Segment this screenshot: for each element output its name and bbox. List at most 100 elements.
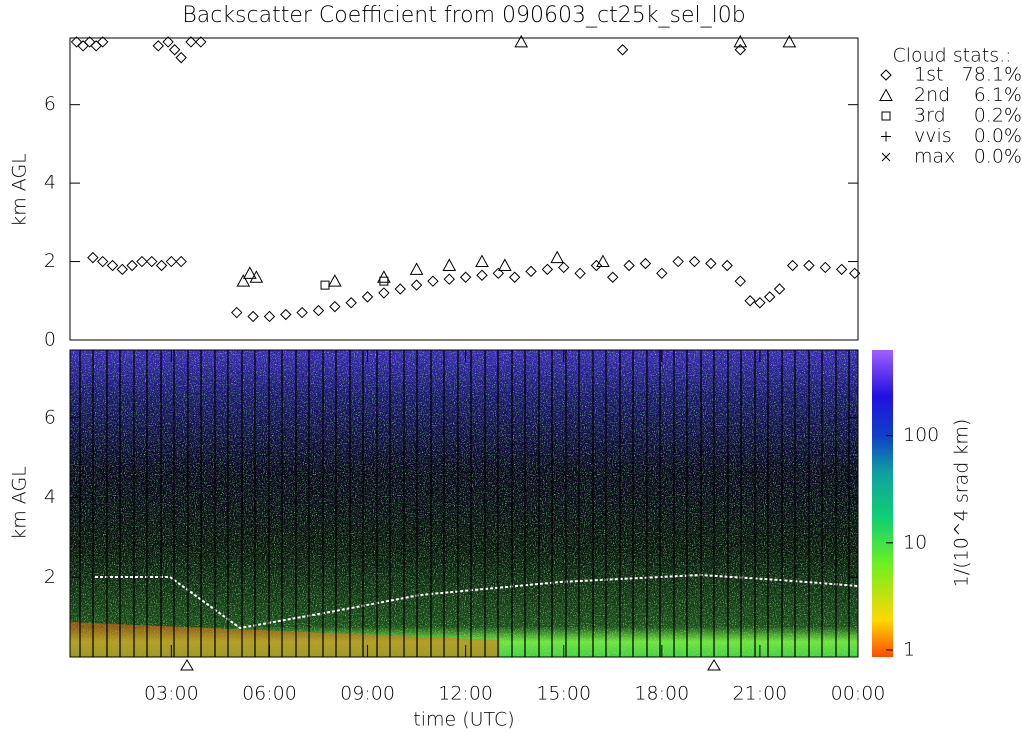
cloud-base-point (550, 250, 565, 264)
x-tick-label: 21:00 (733, 683, 788, 705)
cloud-base-point (394, 283, 406, 295)
cloud-base-point (498, 258, 512, 271)
cloud-base-point (136, 255, 148, 268)
cloud-base-point (427, 275, 439, 287)
y-axis-label: km AGL (9, 153, 31, 227)
cloud-base-point (639, 257, 652, 270)
x-tick-label: 09:00 (340, 683, 395, 705)
cloud-base-point (734, 44, 746, 56)
cloud-base-point (361, 291, 374, 303)
cloud-base-point (764, 291, 776, 303)
cloud-base-point (236, 274, 251, 287)
cloud-base-point (106, 259, 119, 272)
cloud-base-point (96, 36, 109, 48)
cloud-base-point (155, 259, 168, 272)
legend-value: 6.1% (974, 84, 1022, 106)
cloud-base-point (312, 304, 325, 317)
legend-marker (881, 131, 891, 142)
colorbar-tick-label: 100 (903, 424, 939, 446)
cloud-base-point (378, 287, 390, 299)
cloud-base-point (574, 267, 586, 280)
legend-marker (880, 69, 892, 81)
x-tick-label: 06:00 (242, 683, 297, 705)
x-tick-label: 18:00 (634, 683, 689, 705)
cloud-base-point (541, 263, 554, 276)
cloud-base-point (165, 255, 178, 268)
legend-marker (879, 88, 893, 101)
y-tick-label: 2 (44, 250, 56, 272)
cloud-base-point (721, 259, 733, 272)
legend-value: 0.0% (974, 146, 1022, 168)
y-tick-label: 0 (44, 329, 56, 351)
cloud-base-point (328, 274, 342, 287)
cloud-base-point (476, 269, 488, 281)
cloud-base-point (185, 36, 197, 48)
cloud-base-point (705, 257, 717, 270)
x-tick-label: 03:00 (144, 683, 199, 705)
cloud-base-point (733, 34, 748, 48)
y-axis-label: km AGL (9, 466, 31, 540)
cloud-base-point (168, 44, 181, 56)
chart-title: Backscatter Coefficient from 090603_ct25… (182, 3, 745, 28)
cloud-base-point (146, 255, 158, 268)
cloud-base-point (607, 271, 619, 283)
cloud-base-point (442, 258, 457, 271)
legend-title: Cloud stats.: (892, 45, 1011, 67)
cloud-base-point (558, 261, 570, 274)
cloud-base-point (596, 254, 610, 268)
cloud-base-point (773, 283, 786, 295)
cloud-base-point (492, 267, 505, 280)
legend-label: max (914, 146, 955, 168)
cloud-base-point (90, 40, 102, 52)
cloud-base-point (77, 40, 89, 52)
backscatter-image (70, 350, 858, 657)
cloud-base-point (514, 34, 529, 48)
y-tick-label: 6 (44, 406, 56, 428)
legend-value: 0.0% (974, 125, 1022, 147)
cloud-base-point (175, 51, 187, 64)
cloud-base-point (379, 276, 389, 286)
cloud-base-point (508, 271, 521, 283)
cloud-base-point (656, 267, 668, 280)
cloud-base-point (345, 297, 357, 309)
y-tick-label: 6 (44, 93, 56, 115)
cloud-base-point (672, 255, 684, 268)
colorbar-label: 1/(10^4 srad km) (951, 419, 973, 588)
cloud-base-point (116, 263, 129, 276)
cloud-base-point (70, 36, 83, 48)
cloud-base-point (782, 34, 797, 48)
cloud-base-point (590, 259, 603, 272)
cloud-base-point (126, 259, 138, 272)
legend-label: 3rd (914, 105, 946, 127)
cloud-base-point (320, 280, 330, 290)
cloud-base-point (409, 262, 424, 275)
cloud-base-point (754, 297, 766, 309)
cloud-base-point (623, 259, 635, 272)
cloud-base-point (263, 310, 276, 323)
legend-value: 78.1% (962, 64, 1022, 86)
cloud-base-point (296, 306, 308, 319)
cloud-base-point (83, 36, 96, 48)
y-tick-label: 2 (44, 566, 56, 588)
cloud-base-point (786, 259, 799, 272)
cloud-base-point (525, 265, 537, 278)
cloud-base-point (475, 254, 489, 268)
cloud-base-point (803, 259, 815, 272)
legend-marker (881, 152, 891, 162)
cloud-base-point (87, 251, 99, 264)
y-tick-label: 4 (44, 172, 56, 194)
x-tick-label: 15:00 (536, 683, 591, 705)
cloud-base-point (835, 263, 848, 276)
cloud-base-point (231, 306, 243, 319)
legend-label: 2nd (914, 84, 950, 106)
legend-value: 0.2% (974, 105, 1022, 127)
x-tick-label: 00:00 (831, 683, 886, 705)
cloud-base-point (616, 44, 629, 56)
cloud-base-point (443, 273, 455, 285)
legend-label: vvis (914, 125, 952, 147)
x-tick-label: 12:00 (438, 683, 493, 705)
cloud-base-point (249, 270, 264, 283)
marker (180, 659, 194, 671)
cloud-base-point (734, 275, 746, 287)
